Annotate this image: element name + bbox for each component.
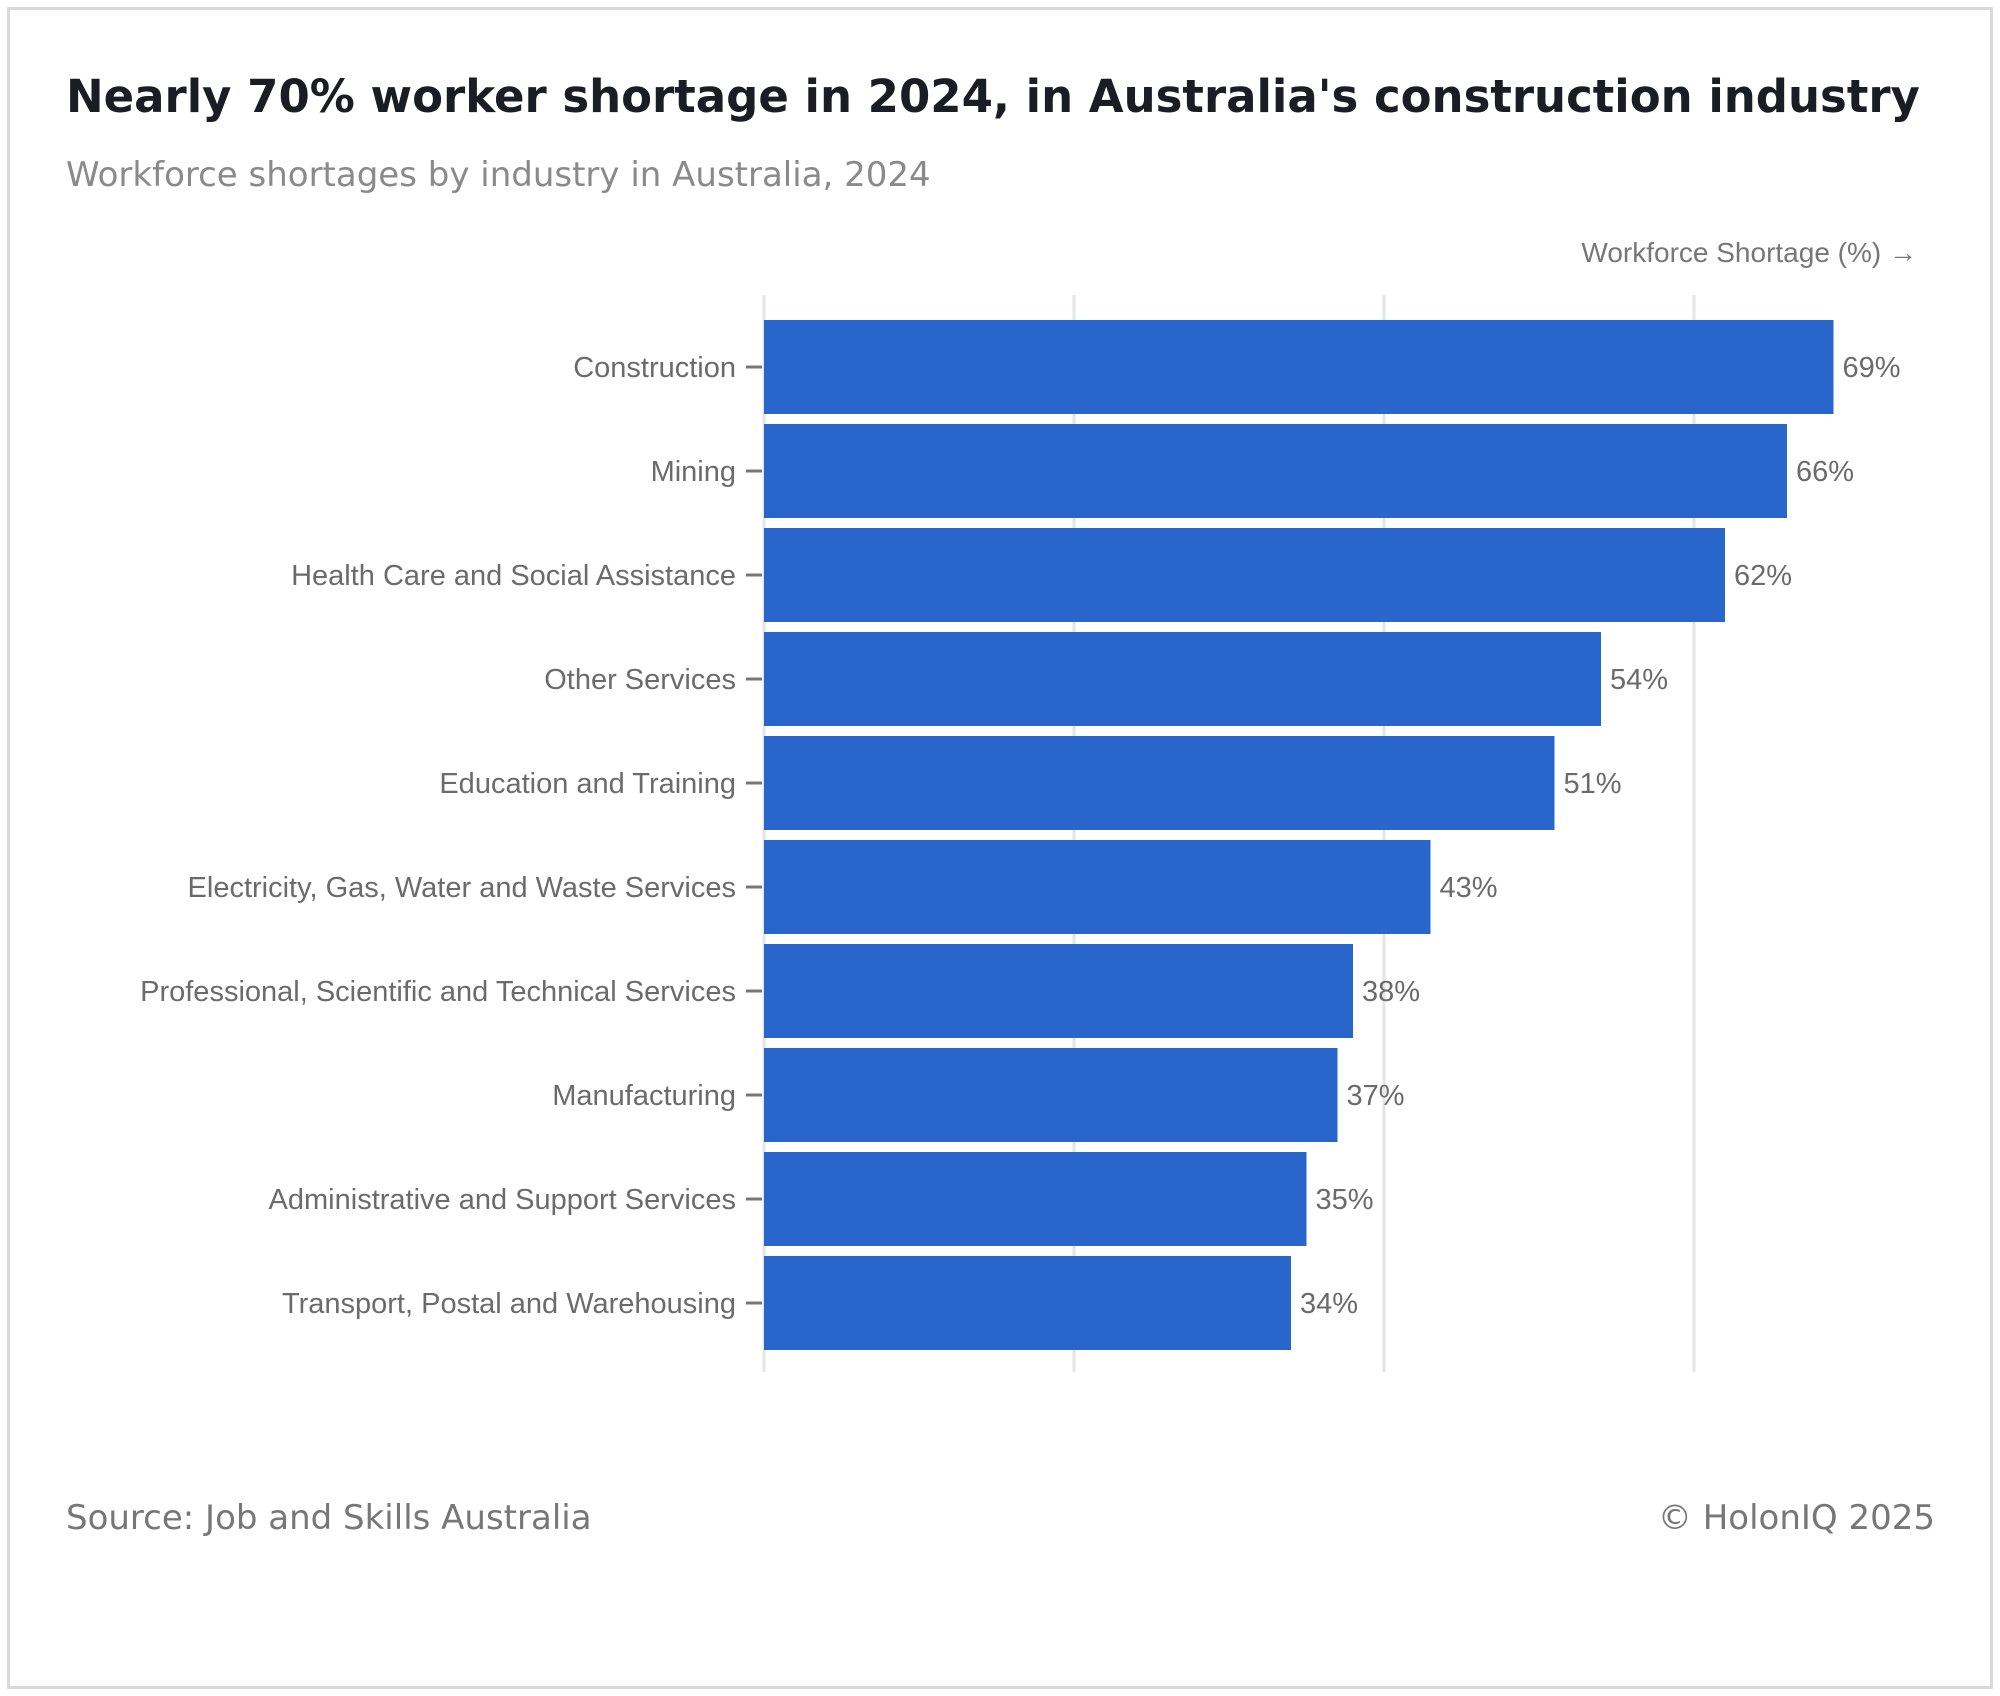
- category-label: Other Services: [544, 664, 736, 696]
- category-label: Education and Training: [439, 768, 736, 800]
- data-label: 43%: [1440, 872, 1498, 904]
- bar: [764, 944, 1353, 1038]
- data-label: 62%: [1734, 560, 1792, 592]
- bar: [764, 424, 1787, 518]
- chart-title: Nearly 70% worker shortage in 2024, in A…: [66, 70, 1920, 123]
- chart-subtitle: Workforce shortages by industry in Austr…: [66, 155, 931, 195]
- source-note: Source: Job and Skills Australia: [66, 1498, 592, 1538]
- bars: [764, 320, 1834, 1350]
- data-label: 37%: [1347, 1080, 1405, 1112]
- data-label: 35%: [1316, 1184, 1374, 1216]
- category-label: Electricity, Gas, Water and Waste Servic…: [188, 872, 736, 904]
- data-label: 38%: [1362, 976, 1420, 1008]
- bar: [764, 1048, 1338, 1142]
- data-label: 34%: [1300, 1288, 1358, 1320]
- bar: [764, 840, 1431, 934]
- category-label: Health Care and Social Assistance: [291, 560, 736, 592]
- category-label: Mining: [651, 456, 736, 488]
- category-label: Construction: [573, 352, 736, 384]
- bar: [764, 528, 1725, 622]
- bar: [764, 736, 1555, 830]
- copyright-note: © HolonIQ 2025: [1657, 1498, 1935, 1538]
- x-axis-title: Workforce Shortage (%) →: [1581, 237, 1917, 268]
- category-label: Transport, Postal and Warehousing: [282, 1288, 736, 1320]
- bar: [764, 320, 1834, 414]
- bar: [764, 632, 1601, 726]
- data-label: 66%: [1796, 456, 1854, 488]
- data-label: 54%: [1610, 664, 1668, 696]
- data-label: 51%: [1564, 768, 1622, 800]
- labels: Construction 69% Mining 66% Health Care and …: [140, 352, 1900, 1320]
- bar: [764, 1256, 1291, 1350]
- category-label: Administrative and Support Services: [269, 1184, 736, 1216]
- category-label: Manufacturing: [552, 1080, 736, 1112]
- bar: [764, 1152, 1307, 1246]
- category-label: Professional, Scientific and Technical S…: [140, 976, 736, 1008]
- data-label: 69%: [1843, 352, 1901, 384]
